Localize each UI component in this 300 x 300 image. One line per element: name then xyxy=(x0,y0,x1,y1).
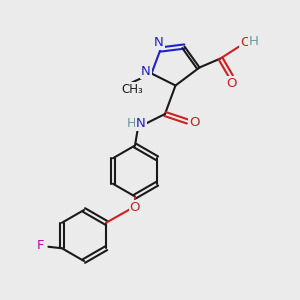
Text: O: O xyxy=(130,201,140,214)
Text: O: O xyxy=(226,76,237,90)
Text: F: F xyxy=(37,239,45,252)
Text: H: H xyxy=(127,117,136,130)
Text: N: N xyxy=(136,117,146,130)
Text: H: H xyxy=(249,35,259,48)
Text: N: N xyxy=(154,36,164,50)
Text: N: N xyxy=(141,65,151,78)
Text: O: O xyxy=(189,116,199,130)
Text: O: O xyxy=(240,35,250,49)
Text: CH₃: CH₃ xyxy=(121,82,143,96)
